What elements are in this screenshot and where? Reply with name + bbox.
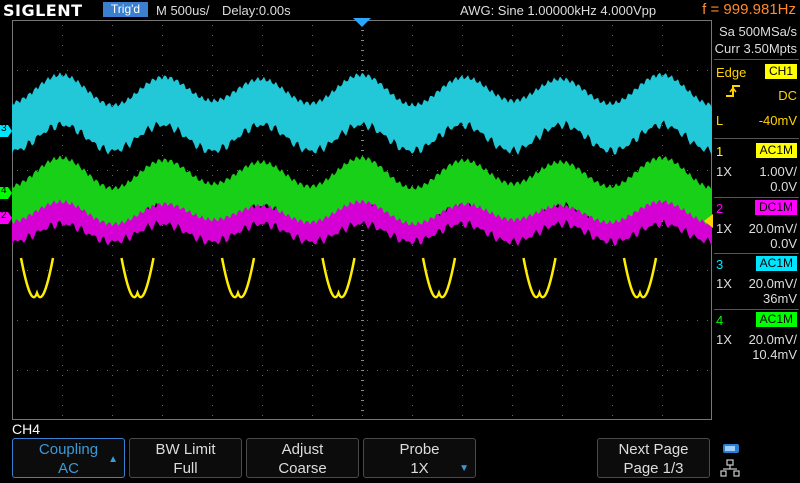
ch3-probe: 1X bbox=[716, 276, 732, 291]
divider bbox=[714, 138, 799, 139]
ch3-number: 3 bbox=[716, 257, 724, 272]
ch3-offset: 36mV bbox=[763, 291, 797, 306]
ch2-number: 2 bbox=[716, 201, 724, 216]
ch4-number: 4 bbox=[716, 313, 724, 328]
sample-rate: Sa 500MSa/s bbox=[718, 24, 797, 39]
ch4-scale: 20.0mV/ bbox=[748, 332, 797, 347]
trigger-source-badge: CH1 bbox=[764, 64, 797, 79]
probe-softkey[interactable]: Probe 1X ▼ bbox=[363, 438, 476, 478]
ch1-waveform-pulse bbox=[19, 257, 55, 299]
waveform-display[interactable] bbox=[12, 20, 712, 420]
frequency-counter: f = 999.981Hz bbox=[702, 1, 796, 18]
ch1-waveform-pulse bbox=[421, 257, 457, 299]
awg-readout: AWG: Sine 1.00000kHz 4.000Vpp bbox=[460, 3, 657, 18]
softkey-title: Next Page bbox=[618, 441, 689, 458]
ch2-scale: 20.0mV/ bbox=[748, 221, 797, 236]
ch1-scale: 1.00V/ bbox=[759, 164, 797, 179]
ch3-waveform bbox=[12, 72, 712, 156]
delay-readout[interactable]: Delay:0.00s bbox=[222, 3, 291, 18]
ch2-offset: 0.0V bbox=[770, 236, 797, 251]
status-icons bbox=[720, 440, 750, 478]
up-arrow-icon: ▲ bbox=[108, 454, 118, 465]
softkey-value: AC bbox=[58, 460, 79, 477]
divider bbox=[714, 309, 799, 310]
softkey-title: Coupling bbox=[38, 441, 99, 458]
ch3-offset-marker[interactable]: 3 bbox=[0, 123, 12, 137]
ch1-probe: 1X bbox=[716, 164, 732, 179]
divider bbox=[714, 197, 799, 198]
divider bbox=[714, 59, 799, 60]
waveforms bbox=[12, 72, 712, 299]
ch2-probe: 1X bbox=[716, 221, 732, 236]
down-arrow-icon: ▼ bbox=[459, 463, 469, 474]
ch1-offset: 0.0V bbox=[770, 179, 797, 194]
softkey-title: Adjust bbox=[281, 441, 324, 458]
ch1-waveform-pulse bbox=[622, 257, 658, 299]
ch2-waveform bbox=[12, 199, 712, 247]
trigger-position-marker[interactable] bbox=[353, 18, 371, 28]
softkey-value: Full bbox=[173, 460, 198, 477]
trigger-status-badge: Trig'd bbox=[103, 2, 148, 17]
softkey-value: 1X bbox=[410, 460, 429, 477]
bw-limit-softkey[interactable]: BW Limit Full bbox=[129, 438, 242, 478]
ch1-waveform-pulse bbox=[120, 257, 155, 299]
softkey-value: Page 1/3 bbox=[623, 460, 684, 477]
softkey-title: BW Limit bbox=[155, 441, 216, 458]
rising-edge-icon bbox=[726, 85, 740, 97]
brand-logo: SIGLENT bbox=[3, 1, 83, 20]
top-bar: SIGLENT Trig'd M 500us/ Delay:0.00s AWG:… bbox=[0, 0, 800, 20]
ch4-offset-marker[interactable]: 4 bbox=[0, 185, 12, 199]
ch1-waveform-pulse bbox=[220, 257, 256, 299]
ch3-coupling-badge: AC1M bbox=[755, 256, 797, 271]
softkey-title: Probe bbox=[399, 441, 440, 458]
softkey-value: Coarse bbox=[278, 460, 327, 477]
ch4-offset: 10.4mV bbox=[752, 347, 797, 362]
divider bbox=[714, 253, 799, 254]
timebase-readout[interactable]: M 500us/ bbox=[156, 3, 210, 18]
memory-depth: Curr 3.50Mpts bbox=[714, 41, 797, 56]
ch1-number: 1 bbox=[716, 144, 724, 159]
network-icon bbox=[720, 459, 740, 477]
menu-title: CH4 bbox=[12, 421, 41, 437]
next-page-softkey[interactable]: Next Page Page 1/3 bbox=[597, 438, 710, 478]
coupling-softkey[interactable]: Coupling AC ▲ bbox=[12, 438, 125, 478]
usb-icon bbox=[723, 444, 739, 453]
ch2-offset-marker[interactable]: 2 bbox=[0, 210, 12, 224]
ch1-waveform-pulse bbox=[522, 257, 557, 299]
ch2-coupling-badge: DC1M bbox=[754, 200, 797, 215]
ch1-coupling-badge: AC1M bbox=[755, 143, 797, 158]
trigger-level-label: L bbox=[716, 113, 724, 128]
trigger-coupling: DC bbox=[778, 88, 797, 103]
ch3-scale: 20.0mV/ bbox=[748, 276, 797, 291]
ch1-waveform-pulse bbox=[321, 257, 356, 299]
trigger-type: Edge bbox=[716, 65, 747, 80]
trigger-level: -40mV bbox=[758, 113, 797, 128]
adjust-softkey[interactable]: Adjust Coarse bbox=[246, 438, 359, 478]
ch4-probe: 1X bbox=[716, 332, 732, 347]
right-info-panel: Sa 500MSa/s Curr 3.50Mpts Edge CH1 DC L … bbox=[713, 20, 800, 438]
ch4-coupling-badge: AC1M bbox=[755, 312, 797, 327]
trigger-level-marker[interactable] bbox=[704, 214, 713, 228]
